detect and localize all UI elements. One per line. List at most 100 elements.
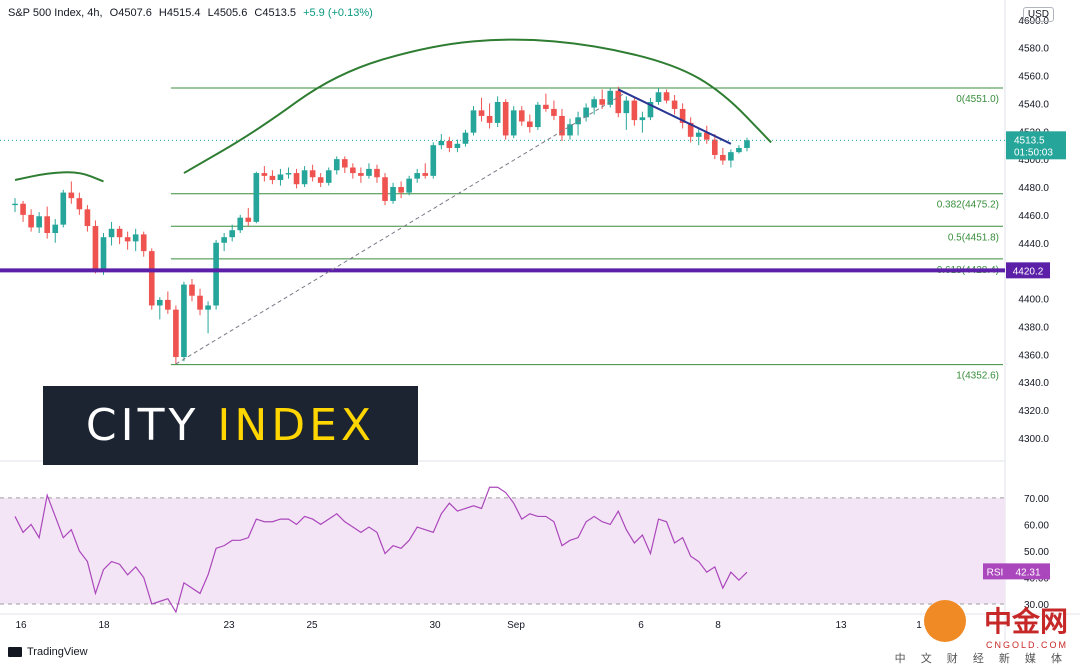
candle-body (687, 122, 694, 137)
fib-label-4: 1(4352.6) (956, 371, 999, 382)
candle-body (559, 115, 565, 136)
rsi-value-label: 42.31 (1015, 567, 1040, 578)
candle-body (510, 110, 517, 136)
candle-body (189, 284, 195, 296)
time-axis[interactable]: 16 18 23 25 30 Sep 6 8 13 1 (15, 620, 922, 631)
candles (12, 86, 750, 365)
candle-body (478, 110, 485, 116)
rsi-band (0, 497, 1005, 605)
candle-body (156, 299, 163, 306)
rsi-name-label: RSI (987, 567, 1004, 578)
price-tick-label: 4300.0 (1018, 434, 1049, 445)
countdown-label: 01:50:03 (1014, 147, 1053, 158)
candle-body (551, 108, 557, 116)
candle-body (68, 192, 75, 199)
cycle-arc (14, 171, 104, 183)
low-value: L4505.6 (207, 7, 248, 19)
price-tick-label: 4480.0 (1018, 183, 1049, 194)
candle-body (486, 115, 493, 123)
cngold-watermark: 中金网 CNGOLD.COM 中 文 财 经 新 媒 体 (895, 600, 1068, 666)
time-tick-label: 16 (15, 620, 27, 631)
candle-body (366, 168, 372, 176)
candle-body (116, 228, 123, 238)
price-tick-label: 4380.0 (1018, 322, 1049, 333)
fib-label-1: 0.382(4475.2) (937, 200, 999, 211)
candle-body (213, 242, 219, 306)
candle-body (390, 187, 396, 201)
candle-body (350, 167, 356, 174)
candle-body (140, 234, 147, 252)
price-tick-label: 4460.0 (1018, 211, 1049, 222)
candle-body (333, 159, 340, 171)
cngold-logo-icon (924, 600, 966, 642)
price-tick-label: 4440.0 (1018, 239, 1049, 250)
fib-label-2: 0.5(4451.8) (948, 232, 999, 243)
candle-body (36, 216, 42, 228)
candle-body (631, 100, 638, 121)
candle-body (317, 177, 324, 183)
time-tick-label: Sep (507, 620, 525, 631)
candle-body (374, 168, 380, 178)
candle-body (165, 299, 171, 310)
candle-body (518, 110, 525, 122)
fib-trend-line (175, 91, 627, 365)
price-tick-label: 4500.0 (1018, 155, 1049, 166)
candle-body (229, 230, 236, 238)
candle-body (398, 187, 404, 193)
candle-body (100, 237, 107, 271)
candle-body (253, 173, 260, 222)
rsi-name-box (983, 563, 1007, 580)
candle-body (703, 132, 710, 140)
candle-body (12, 203, 18, 206)
candle-body (543, 104, 549, 109)
cngold-tagline: 中 文 财 经 新 媒 体 (894, 653, 1068, 665)
candle-body (599, 99, 606, 105)
candle-body (615, 90, 622, 114)
logo-word-1: CITY (85, 400, 200, 451)
candle-body (711, 139, 718, 155)
price-axis[interactable]: 4300.0 4320.0 4340.0 4360.0 4380.0 4400.0 4420… (983, 16, 1066, 611)
candle-body (309, 170, 316, 178)
last-price-label: 4513.5 (1014, 135, 1045, 146)
candle-body (695, 132, 702, 137)
high-value: H4515.4 (158, 7, 201, 19)
candle-body (655, 92, 662, 102)
time-tick-label: 6 (638, 620, 644, 631)
open-value: O4507.6 (109, 7, 152, 19)
cngold-brand: 中金网 (983, 605, 1068, 638)
candle-body (20, 203, 26, 215)
candle-body (736, 147, 742, 153)
rsi-tick-label: 60.00 (1024, 520, 1049, 531)
candle-body (285, 173, 292, 175)
candle-body (28, 214, 34, 228)
drawings (0, 38, 1005, 365)
currency-button[interactable]: USD (1022, 7, 1054, 22)
candle-body (583, 107, 589, 118)
candle-body (414, 173, 421, 179)
candle-body (173, 309, 179, 358)
rsi-pane (0, 486, 1005, 614)
fib-retracement: 0(4551.0)0.382(4475.2)0.5(4451.8)0.618(4… (170, 87, 1003, 382)
candle-body (623, 100, 630, 114)
candle-body (679, 108, 686, 123)
candle-body (108, 228, 115, 238)
price-tick-label: 4540.0 (1018, 99, 1049, 110)
candle-body (301, 170, 308, 185)
rsi-tick-label: 70.00 (1024, 494, 1049, 505)
candle-body (720, 154, 726, 161)
resistance-trendline (617, 88, 732, 145)
time-tick-label: 23 (223, 620, 235, 631)
candle-body (205, 305, 211, 310)
candle-body (44, 216, 51, 233)
support-price-label: 4420.2 (1013, 266, 1044, 277)
chart-header: S&P 500 Index, 4h, O4507.6 H4515.4 L4505… (8, 7, 377, 19)
last-price-box (1006, 131, 1066, 160)
candle-body (744, 140, 750, 148)
candle-body (446, 141, 453, 148)
time-tick-label: 1 (916, 620, 922, 631)
tradingview-footer[interactable]: TradingView (8, 646, 88, 658)
price-tick-label: 4320.0 (1018, 406, 1049, 417)
candle-body (639, 117, 646, 121)
candle-body (663, 92, 670, 101)
